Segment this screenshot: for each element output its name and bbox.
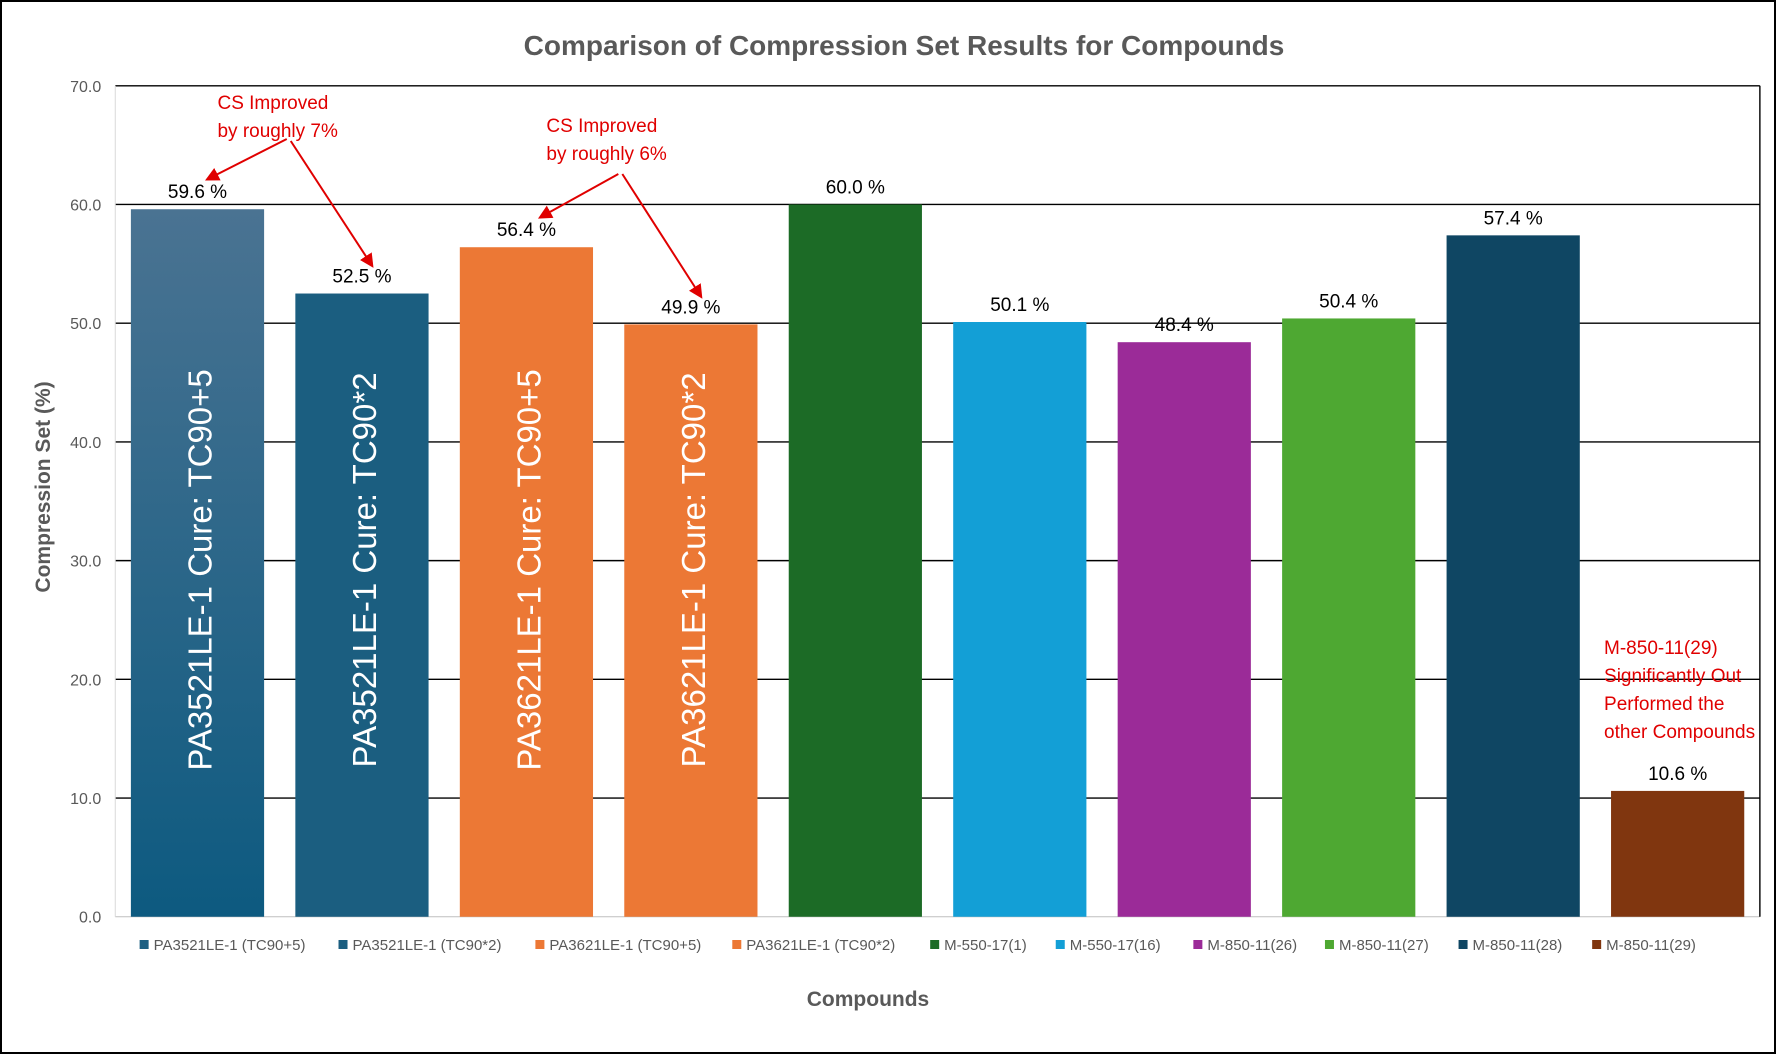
bar [953,322,1087,917]
legend-label: M-850-11(28) [1473,937,1563,954]
legend-label: M-550-17(1) [944,937,1027,954]
data-label: 10.6 % [1648,764,1707,785]
legend-swatch [1193,940,1203,949]
y-axis-title: Compression Set (%) [32,381,55,592]
annotation-text: Significantly Out [1604,666,1742,687]
legend-label: M-850-11(26) [1207,937,1297,954]
legend-label: PA3621LE-1 (TC90+5) [549,937,701,954]
annotation-text: Performed the [1604,694,1724,715]
legend-label: PA3621LE-1 (TC90*2) [746,937,895,954]
x-axis-title: Compounds [807,988,929,1011]
y-tick-label: 20.0 [70,672,101,689]
annotation-text: M-850-11(29) [1604,638,1718,659]
bar [295,293,429,917]
bar [788,204,922,917]
legend-label: M-850-11(29) [1606,937,1696,954]
data-label: 60.0 % [826,177,885,198]
bar-inner-labels: PA3521LE-1 Cure: TC90+5 PA3521LE-1 Cure: … [181,369,711,770]
legend-swatch [535,940,545,949]
legend: PA3521LE-1 (TC90+5) PA3521LE-1 (TC90*2) PA… [139,937,1696,954]
annotation-text: by roughly 7% [217,121,338,142]
annotation-arrow [204,138,288,181]
legend-label: PA3521LE-1 (TC90*2) [353,937,502,954]
bar [1282,318,1416,917]
data-label: 52.5 % [332,267,391,288]
bar [1611,790,1745,917]
y-axis-ticks: 0.0 10.0 20.0 30.0 40.0 50.0 60.0 70.0 [70,79,101,927]
data-labels: 59.6 % 52.5 % 56.4 % 49.9 % 60.0 % 50.1 % 48.4… [168,177,1707,784]
y-tick-label: 70.0 [70,79,101,96]
legend-swatch [139,940,149,949]
y-tick-label: 60.0 [70,197,101,214]
y-tick-label: 0.0 [79,910,101,927]
legend-swatch [338,940,348,949]
legend-swatch [1592,940,1602,949]
data-label: 50.1 % [990,295,1049,316]
legend-swatch [732,940,742,949]
chart-title: Comparison of Compression Set Results fo… [524,30,1285,61]
bar-inner-label: PA3621LE-1 Cure: TC90*2 [675,372,712,767]
legend-swatch [1458,940,1468,949]
data-label: 57.4 % [1484,208,1543,229]
y-tick-label: 50.0 [70,316,101,333]
bar [1117,342,1251,917]
y-tick-label: 30.0 [70,554,101,571]
legend-label: PA3521LE-1 (TC90+5) [154,937,306,954]
legend-swatch [1324,940,1334,949]
bar [624,324,758,917]
annotation-text: CS Improved [217,93,328,114]
annotation-arrow [621,173,703,299]
data-label: 50.4 % [1319,291,1378,312]
annotation-arrow [289,140,374,268]
data-label: 59.6 % [168,182,227,203]
annotation-text: by roughly 6% [546,144,667,165]
annotation-text: CS Improved [546,116,657,137]
bar [1446,235,1580,917]
bar-inner-label: PA3521LE-1 Cure: TC90+5 [181,369,218,770]
y-tick-label: 10.0 [70,791,101,808]
legend-label: M-550-17(16) [1070,937,1161,954]
data-label: 49.9 % [661,297,720,318]
bar-inner-label: PA3521LE-1 Cure: TC90*2 [346,372,383,767]
legend-label: M-850-11(27) [1339,937,1429,954]
annotation-text: other Compounds [1604,722,1755,743]
bar-inner-label: PA3621LE-1 Cure: TC90+5 [510,369,547,770]
data-label: 48.4 % [1155,315,1214,336]
legend-swatch [930,940,940,949]
annotations: CS Improved by roughly 7% CS Improved by ro… [204,93,1755,743]
bar [130,209,265,917]
annotation-arrow [537,173,619,219]
bars [130,204,1745,917]
data-label: 56.4 % [497,220,556,241]
y-tick-label: 40.0 [70,435,101,452]
legend-swatch [1055,940,1065,949]
bar [459,247,594,917]
